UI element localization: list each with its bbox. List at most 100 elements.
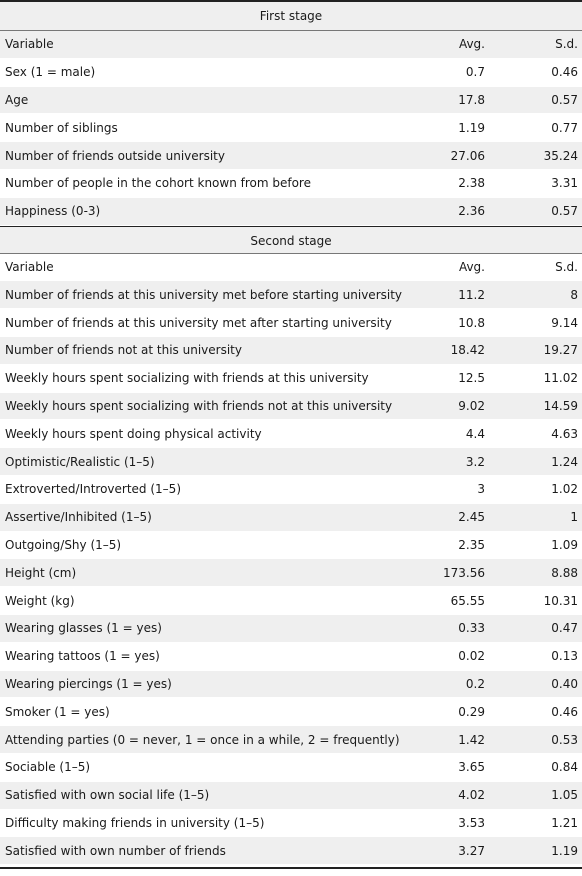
table-row: Extroverted/Introverted (1–5) 3 1.02 — [0, 476, 582, 504]
table-row: Weight (kg) 65.55 10.31 — [0, 587, 582, 615]
cell-sd: 0.46 — [551, 704, 578, 719]
table-row: Outgoing/Shy (1–5) 2.35 1.09 — [0, 532, 582, 560]
table-row: Satisfied with own number of friends 3.27… — [0, 837, 582, 866]
cell-sd: 1.19 — [551, 843, 578, 858]
cell-avg: 2.36 — [458, 204, 485, 219]
cell-avg: 1.42 — [458, 732, 485, 747]
cell-variable: Number of people in the cohort known fro… — [5, 176, 311, 191]
cell-avg: 0.7 — [465, 65, 485, 80]
column-header-avg: Avg. — [458, 37, 485, 52]
table-row: Age 17.8 0.57 — [0, 86, 582, 115]
table-row: Wearing piercings (1 = yes) 0.2 0.40 — [0, 670, 582, 699]
table-row: Sex (1 = male) 0.7 0.46 — [0, 59, 582, 87]
cell-avg: 4.4 — [465, 426, 485, 441]
cell-sd: 0.40 — [551, 676, 578, 691]
cell-sd: 1.02 — [551, 482, 578, 497]
cell-avg: 3.27 — [458, 843, 485, 858]
cell-sd: 1.21 — [551, 815, 578, 830]
first-stage-heading: First stage — [0, 0, 582, 31]
table-row: Wearing glasses (1 = yes) 0.33 0.47 — [0, 614, 582, 643]
cell-avg: 65.55 — [450, 593, 485, 608]
table-row: Weekly hours spent socializing with frie… — [0, 365, 582, 393]
cell-variable: Weekly hours spent socializing with frie… — [5, 371, 369, 386]
table-row: Number of people in the cohort known fro… — [0, 170, 582, 198]
cell-sd: 3.31 — [551, 176, 578, 191]
cell-avg: 2.35 — [458, 537, 485, 552]
cell-avg: 173.56 — [443, 565, 485, 580]
table-row: Number of friends outside university 27.0… — [0, 142, 582, 170]
table-row: Weekly hours spent doing physical activi… — [0, 420, 582, 449]
cell-sd: 11.02 — [543, 371, 578, 386]
cell-sd: 35.24 — [543, 148, 578, 163]
cell-variable: Number of friends outside university — [5, 148, 225, 163]
first-stage-rows: Sex (1 = male) 0.7 0.46 Age 17.8 0.57 Number o… — [0, 59, 582, 226]
cell-sd: 4.63 — [551, 426, 578, 441]
cell-avg: 9.02 — [458, 398, 485, 413]
column-header-sd: S.d. — [555, 259, 578, 274]
cell-sd: 10.31 — [543, 593, 578, 608]
cell-avg: 0.33 — [458, 621, 485, 636]
table-bottom-rule — [0, 867, 582, 870]
table-row: Number of friends not at this university… — [0, 336, 582, 365]
column-header-avg: Avg. — [458, 259, 485, 274]
cell-variable: Number of friends at this university met… — [5, 315, 392, 330]
cell-avg: 0.02 — [458, 649, 485, 664]
cell-sd: 0.53 — [551, 732, 578, 747]
cell-variable: Number of siblings — [5, 120, 118, 135]
cell-variable: Weekly hours spent doing physical activi… — [5, 426, 262, 441]
cell-avg: 10.8 — [458, 315, 485, 330]
cell-avg: 2.45 — [458, 510, 485, 525]
second-stage-rows: Number of friends at this university met… — [0, 281, 582, 866]
cell-sd: 8.88 — [551, 565, 578, 580]
cell-variable: Sociable (1–5) — [5, 760, 91, 775]
cell-variable: Height (cm) — [5, 565, 77, 580]
cell-variable: Age — [5, 92, 29, 107]
cell-variable: Weight (kg) — [5, 593, 75, 608]
cell-avg: 3.2 — [465, 454, 485, 469]
cell-sd: 1.05 — [551, 788, 578, 803]
cell-sd: 0.57 — [551, 204, 578, 219]
cell-avg: 0.2 — [465, 676, 485, 691]
table-row: Weekly hours spent socializing with frie… — [0, 392, 582, 421]
cell-variable: Number of friends at this university met… — [5, 287, 403, 302]
cell-variable: Wearing glasses (1 = yes) — [5, 621, 162, 636]
cell-sd: 14.59 — [543, 398, 578, 413]
table-row: Happiness (0-3) 2.36 0.57 — [0, 197, 582, 226]
table-row: Number of friends at this university met… — [0, 309, 582, 337]
cell-variable: Extroverted/Introverted (1–5) — [5, 482, 181, 497]
column-header-variable: Variable — [5, 259, 54, 274]
cell-variable: Weekly hours spent socializing with frie… — [5, 398, 393, 413]
cell-sd: 1.09 — [551, 537, 578, 552]
cell-sd: 8 — [570, 287, 578, 302]
cell-variable: Number of friends not at this university — [5, 343, 242, 358]
table-row: Number of siblings 1.19 0.77 — [0, 114, 582, 143]
cell-avg: 0.29 — [458, 704, 485, 719]
table-row: Sociable (1–5) 3.65 0.84 — [0, 754, 582, 782]
cell-avg: 3.65 — [458, 760, 485, 775]
cell-variable: Sex (1 = male) — [5, 65, 96, 80]
table-row: Smoker (1 = yes) 0.29 0.46 — [0, 698, 582, 727]
cell-avg: 1.19 — [458, 120, 485, 135]
cell-avg: 17.8 — [458, 92, 485, 107]
second-stage-heading: Second stage — [0, 225, 582, 254]
cell-variable: Satisfied with own number of friends — [5, 843, 226, 858]
cell-variable: Happiness (0-3) — [5, 204, 101, 219]
cell-variable: Difficulty making friends in university … — [5, 815, 265, 830]
cell-avg: 4.02 — [458, 788, 485, 803]
cell-sd: 19.27 — [543, 343, 578, 358]
cell-avg: 3.53 — [458, 815, 485, 830]
table-row: Assertive/Inhibited (1–5) 2.45 1 — [0, 503, 582, 532]
table-row: Height (cm) 173.56 8.88 — [0, 559, 582, 588]
cell-sd: 0.77 — [551, 120, 578, 135]
table-row: Optimistic/Realistic (1–5) 3.2 1.24 — [0, 448, 582, 476]
cell-variable: Wearing piercings (1 = yes) — [5, 676, 172, 691]
cell-avg: 3 — [477, 482, 485, 497]
cell-sd: 1.24 — [551, 454, 578, 469]
table-row: Satisfied with own social life (1–5) 4.02… — [0, 781, 582, 810]
cell-sd: 0.57 — [551, 92, 578, 107]
cell-sd: 1 — [570, 510, 578, 525]
cell-variable: Satisfied with own social life (1–5) — [5, 788, 210, 803]
column-header-sd: S.d. — [555, 37, 578, 52]
first-stage-column-header: Variable Avg. S.d. — [0, 31, 582, 59]
cell-avg: 18.42 — [450, 343, 485, 358]
